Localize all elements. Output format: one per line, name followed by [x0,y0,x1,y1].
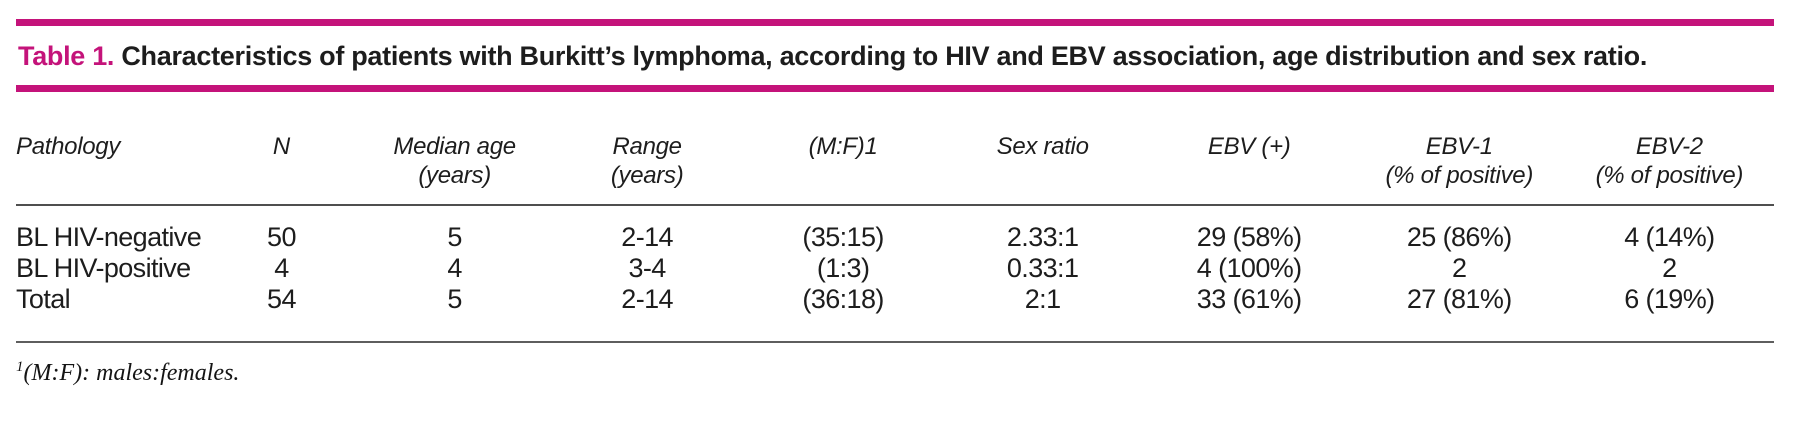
col-header-sex-ratio: Sex ratio [940,132,1145,206]
table-row-bl-hiv-positive: BL HIV-positive 4 4 3-4 (1:3) 0.33:1 4 (… [16,253,1774,284]
col-header-label: Sex ratio [996,133,1089,160]
cell-pathology: BL HIV-positive [16,253,191,283]
table-title-caption: Characteristics of patients with Burkitt… [121,41,1648,71]
col-header-mf-ratio: (M:F)1 [745,132,941,206]
table-row-total: Total 54 5 2-14 (36:18) 2:1 33 (61%) 27 … [16,284,1774,315]
title-accent-rule [16,85,1774,92]
col-header-label: N [272,133,290,160]
cell-sex-ratio: 2.33:1 [1006,222,1079,252]
cell-ebv-positive: 33 (61%) [1196,284,1302,314]
col-header-n: N [202,132,361,206]
cell-median-age: 5 [447,284,462,314]
cell-ebv2: 2 [1662,253,1677,283]
footnote: 1(M:F): males:females. [16,352,1774,388]
cell-n: 50 [267,222,296,252]
top-accent-rule [16,19,1774,26]
col-header-ebv-positive: EBV (+) [1144,132,1354,206]
cell-mf-ratio: (1:3) [816,253,870,283]
col-header-label: (M:F)1 [808,133,878,160]
table-title: Table 1. Characteristics of patients wit… [16,26,1774,85]
footnote-text: (M:F): males:females. [23,360,240,386]
col-header-range: Range (years) [548,132,746,206]
cell-n: 54 [267,284,296,314]
col-header-ebv2: EBV-2 (% of positive) [1564,132,1774,206]
col-header-ebv1: EBV-1 (% of positive) [1353,132,1565,206]
cell-n: 4 [274,253,289,283]
cell-ebv1: 27 (81%) [1406,284,1512,314]
characteristics-table: Pathology N Median age (years) Range (year… [16,132,1774,315]
cell-pathology: BL HIV-negative [16,222,202,252]
table-row-bl-hiv-negative: BL HIV-negative 50 5 2-14 (35:15) 2.33:1… [16,205,1774,253]
cell-ebv1: 2 [1452,253,1467,283]
col-header-label: Range [612,133,682,160]
cell-mf-ratio: (36:18) [802,284,884,314]
footnote-marker: 1 [16,359,24,375]
col-header-label: EBV-2 [1635,133,1703,160]
cell-sex-ratio: 0.33:1 [1006,253,1079,283]
cell-ebv-positive: 29 (58%) [1196,222,1302,252]
cell-median-age: 4 [447,253,462,283]
cell-range: 2-14 [621,284,673,314]
cell-range: 2-14 [621,222,673,252]
header-row: Pathology N Median age (years) Range (year… [16,132,1774,206]
cell-range: 3-4 [628,253,666,283]
col-header-median-age: Median age (years) [360,132,549,206]
cell-ebv1: 25 (86%) [1406,222,1512,252]
cell-ebv2: 4 (14%) [1624,222,1715,252]
cell-ebv-positive: 4 (100%) [1196,253,1302,283]
cell-median-age: 5 [447,222,462,252]
col-header-label: Pathology [16,133,121,160]
col-header-pathology: Pathology [16,132,203,206]
cell-pathology: Total [16,284,71,314]
figure-content: Table 1. Characteristics of patients wit… [16,19,1774,388]
cell-sex-ratio: 2:1 [1024,284,1061,314]
col-header-label: EBV-1 [1425,133,1493,160]
col-header-label: Median age [393,133,516,160]
cell-ebv2: 6 (19%) [1624,284,1715,314]
footnote-rule [16,341,1774,343]
col-header-label: EBV (+) [1207,133,1291,160]
cell-mf-ratio: (35:15) [802,222,884,252]
table-title-label: Table 1. [18,41,115,71]
